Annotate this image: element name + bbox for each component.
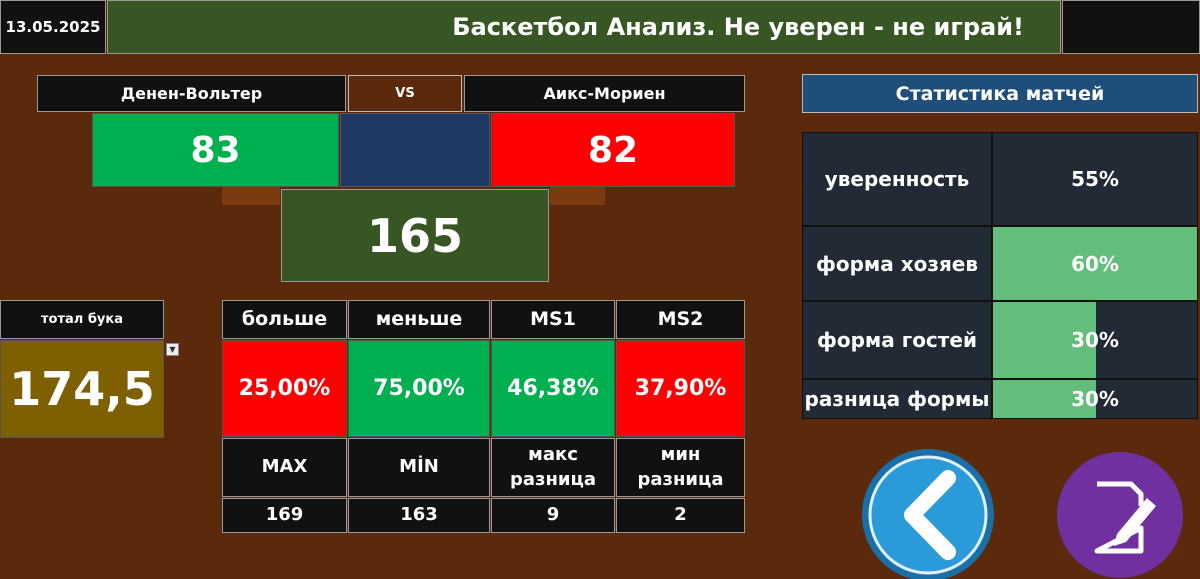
table-cell: 75,00%: [348, 340, 490, 437]
stat-value: 30%: [1071, 387, 1119, 411]
table-cell: 163: [348, 498, 490, 533]
table-cell: мин разница: [616, 438, 745, 497]
table-cell: 9: [491, 498, 615, 533]
stat-label: форма хозяев: [802, 226, 992, 301]
data-bar: [993, 380, 1096, 418]
data-bar: [993, 302, 1096, 378]
table-cell: макс разница: [491, 438, 615, 497]
header-spacer: [1062, 0, 1200, 54]
table-cell: 46,38%: [491, 340, 615, 437]
home-team: Денен-Вольтер: [37, 75, 346, 112]
table-cell: MS1: [491, 300, 615, 339]
table-cell: 25,00%: [222, 340, 347, 437]
edit-button[interactable]: [1057, 452, 1183, 578]
stat-value-cell: 30%: [992, 379, 1198, 419]
book-total-label: тотал бука: [0, 300, 164, 339]
table-cell: 2: [616, 498, 745, 533]
away-team: Аикс-Мориен: [464, 75, 745, 112]
table-cell: меньше: [348, 300, 490, 339]
stat-value-cell: 55%: [992, 132, 1198, 226]
table-cell: 169: [222, 498, 347, 533]
data-bar: [993, 227, 1197, 300]
stat-value: 60%: [1071, 251, 1119, 276]
decor: [550, 187, 605, 205]
stat-value: 55%: [1071, 167, 1119, 191]
stat-value: 30%: [1071, 328, 1119, 352]
stat-value-cell: 60%: [992, 226, 1198, 301]
dropdown-button[interactable]: ▼: [166, 343, 179, 356]
total-score: 165: [281, 189, 549, 282]
vs: VS: [348, 75, 462, 112]
date: 13.05.2025: [0, 0, 106, 54]
stat-label: форма гостей: [802, 301, 992, 379]
table-cell: MS2: [616, 300, 745, 339]
table-cell: MİN: [348, 438, 490, 497]
stat-label: уверенность: [802, 132, 992, 226]
table-cell: больше: [222, 300, 347, 339]
stat-label: разница формы: [802, 379, 992, 419]
stats-title: Статистика матчей: [802, 74, 1198, 113]
table-cell: MAX: [222, 438, 347, 497]
stat-value-cell: 30%: [992, 301, 1198, 379]
decor: [222, 187, 280, 205]
home-score: 83: [92, 113, 339, 187]
back-button[interactable]: [862, 449, 994, 579]
book-total-value[interactable]: 174,5: [0, 340, 164, 438]
table-cell: 37,90%: [616, 340, 745, 437]
away-score: 82: [491, 113, 735, 187]
buttons: [862, 449, 1183, 579]
title: Баскетбол Анализ. Не уверен - не играй!: [107, 0, 1061, 54]
score-gap: [340, 113, 490, 187]
